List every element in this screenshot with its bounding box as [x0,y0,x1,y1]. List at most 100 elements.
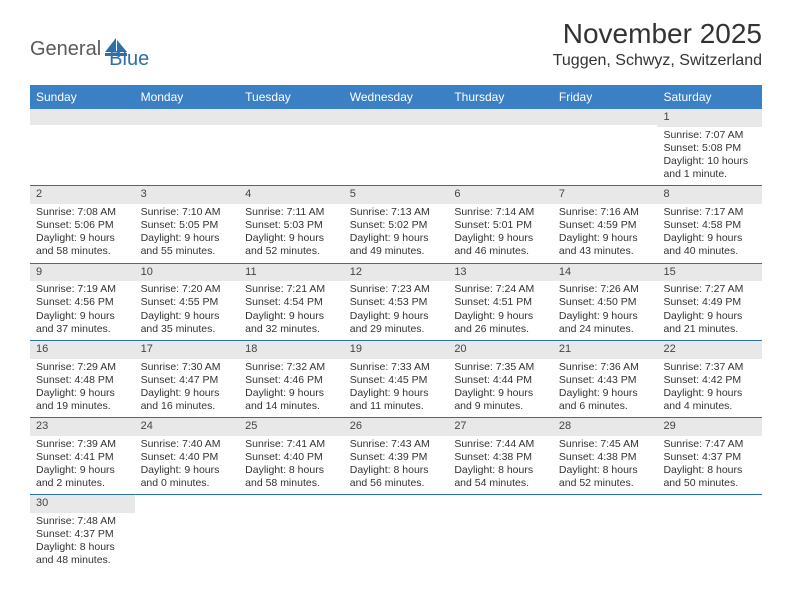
day-details: Sunrise: 7:14 AMSunset: 5:01 PMDaylight:… [448,204,553,263]
day-number: 30 [30,495,135,513]
empty-cell [448,495,553,571]
day2-text: and 14 minutes. [245,400,338,413]
day-number: 22 [657,341,762,359]
day-cell: 23Sunrise: 7:39 AMSunset: 4:41 PMDayligh… [30,418,135,494]
day-cell: 25Sunrise: 7:41 AMSunset: 4:40 PMDayligh… [239,418,344,494]
sunrise-text: Sunrise: 7:16 AM [559,206,652,219]
sunrise-text: Sunrise: 7:23 AM [350,283,443,296]
sunset-text: Sunset: 4:47 PM [141,374,234,387]
week-row: 30Sunrise: 7:48 AMSunset: 4:37 PMDayligh… [30,495,762,571]
week-row: 16Sunrise: 7:29 AMSunset: 4:48 PMDayligh… [30,341,762,418]
day-cell: 18Sunrise: 7:32 AMSunset: 4:46 PMDayligh… [239,341,344,417]
day-number: 17 [135,341,240,359]
empty-cell [344,109,449,185]
sunset-text: Sunset: 4:40 PM [141,451,234,464]
day-number: 9 [30,264,135,282]
day-number: 2 [30,186,135,204]
day-cell: 30Sunrise: 7:48 AMSunset: 4:37 PMDayligh… [30,495,135,571]
day2-text: and 56 minutes. [350,477,443,490]
day2-text: and 58 minutes. [245,477,338,490]
day1-text: Daylight: 10 hours [663,155,756,168]
day2-text: and 46 minutes. [454,245,547,258]
sunrise-text: Sunrise: 7:13 AM [350,206,443,219]
weeks-container: 1Sunrise: 7:07 AMSunset: 5:08 PMDaylight… [30,109,762,572]
sunrise-text: Sunrise: 7:29 AM [36,361,129,374]
day2-text: and 52 minutes. [245,245,338,258]
day-number: 8 [657,186,762,204]
sunrise-text: Sunrise: 7:20 AM [141,283,234,296]
week-row: 1Sunrise: 7:07 AMSunset: 5:08 PMDaylight… [30,109,762,186]
sunset-text: Sunset: 4:37 PM [663,451,756,464]
day-cell: 5Sunrise: 7:13 AMSunset: 5:02 PMDaylight… [344,186,449,262]
day-details: Sunrise: 7:13 AMSunset: 5:02 PMDaylight:… [344,204,449,263]
day-cell: 10Sunrise: 7:20 AMSunset: 4:55 PMDayligh… [135,264,240,340]
day-number [657,495,762,511]
sunset-text: Sunset: 5:01 PM [454,219,547,232]
day1-text: Daylight: 9 hours [245,310,338,323]
day-header: Saturday [657,85,762,109]
sunset-text: Sunset: 4:38 PM [454,451,547,464]
day-details [448,125,553,171]
sunset-text: Sunset: 4:56 PM [36,296,129,309]
day-cell: 9Sunrise: 7:19 AMSunset: 4:56 PMDaylight… [30,264,135,340]
day-details: Sunrise: 7:23 AMSunset: 4:53 PMDaylight:… [344,281,449,340]
day1-text: Daylight: 9 hours [141,464,234,477]
day-number [30,109,135,125]
day-number: 20 [448,341,553,359]
day-header-row: Sunday Monday Tuesday Wednesday Thursday… [30,85,762,109]
sunrise-text: Sunrise: 7:39 AM [36,438,129,451]
day-cell: 20Sunrise: 7:35 AMSunset: 4:44 PMDayligh… [448,341,553,417]
day2-text: and 50 minutes. [663,477,756,490]
day-number [448,109,553,125]
day-details: Sunrise: 7:43 AMSunset: 4:39 PMDaylight:… [344,436,449,495]
sunrise-text: Sunrise: 7:14 AM [454,206,547,219]
day-cell: 15Sunrise: 7:27 AMSunset: 4:49 PMDayligh… [657,264,762,340]
day-details: Sunrise: 7:35 AMSunset: 4:44 PMDaylight:… [448,359,553,418]
sunrise-text: Sunrise: 7:27 AM [663,283,756,296]
day-header: Friday [553,85,658,109]
day2-text: and 0 minutes. [141,477,234,490]
sunrise-text: Sunrise: 7:45 AM [559,438,652,451]
day1-text: Daylight: 8 hours [350,464,443,477]
day-number [553,495,658,511]
day-header: Wednesday [344,85,449,109]
day-details: Sunrise: 7:08 AMSunset: 5:06 PMDaylight:… [30,204,135,263]
day-number: 4 [239,186,344,204]
day2-text: and 16 minutes. [141,400,234,413]
day-details [30,125,135,171]
day-number [239,495,344,511]
sunrise-text: Sunrise: 7:48 AM [36,515,129,528]
day-cell: 6Sunrise: 7:14 AMSunset: 5:01 PMDaylight… [448,186,553,262]
day-details: Sunrise: 7:20 AMSunset: 4:55 PMDaylight:… [135,281,240,340]
day-details: Sunrise: 7:47 AMSunset: 4:37 PMDaylight:… [657,436,762,495]
day-cell: 26Sunrise: 7:43 AMSunset: 4:39 PMDayligh… [344,418,449,494]
day1-text: Daylight: 9 hours [36,387,129,400]
day-details: Sunrise: 7:40 AMSunset: 4:40 PMDaylight:… [135,436,240,495]
day1-text: Daylight: 9 hours [141,387,234,400]
sunrise-text: Sunrise: 7:10 AM [141,206,234,219]
day2-text: and 35 minutes. [141,323,234,336]
day-cell: 1Sunrise: 7:07 AMSunset: 5:08 PMDaylight… [657,109,762,185]
sunset-text: Sunset: 5:03 PM [245,219,338,232]
sunrise-text: Sunrise: 7:33 AM [350,361,443,374]
sunrise-text: Sunrise: 7:24 AM [454,283,547,296]
day-cell: 3Sunrise: 7:10 AMSunset: 5:05 PMDaylight… [135,186,240,262]
day2-text: and 43 minutes. [559,245,652,258]
day-details [553,125,658,171]
day-number: 26 [344,418,449,436]
day-number: 29 [657,418,762,436]
day-cell: 29Sunrise: 7:47 AMSunset: 4:37 PMDayligh… [657,418,762,494]
day1-text: Daylight: 9 hours [350,387,443,400]
day1-text: Daylight: 8 hours [36,541,129,554]
day2-text: and 6 minutes. [559,400,652,413]
day1-text: Daylight: 9 hours [245,387,338,400]
day1-text: Daylight: 8 hours [663,464,756,477]
day-number: 27 [448,418,553,436]
day-number: 28 [553,418,658,436]
day1-text: Daylight: 9 hours [141,232,234,245]
day-number: 5 [344,186,449,204]
day-number: 24 [135,418,240,436]
day-details: Sunrise: 7:39 AMSunset: 4:41 PMDaylight:… [30,436,135,495]
day-number: 25 [239,418,344,436]
sunset-text: Sunset: 4:53 PM [350,296,443,309]
